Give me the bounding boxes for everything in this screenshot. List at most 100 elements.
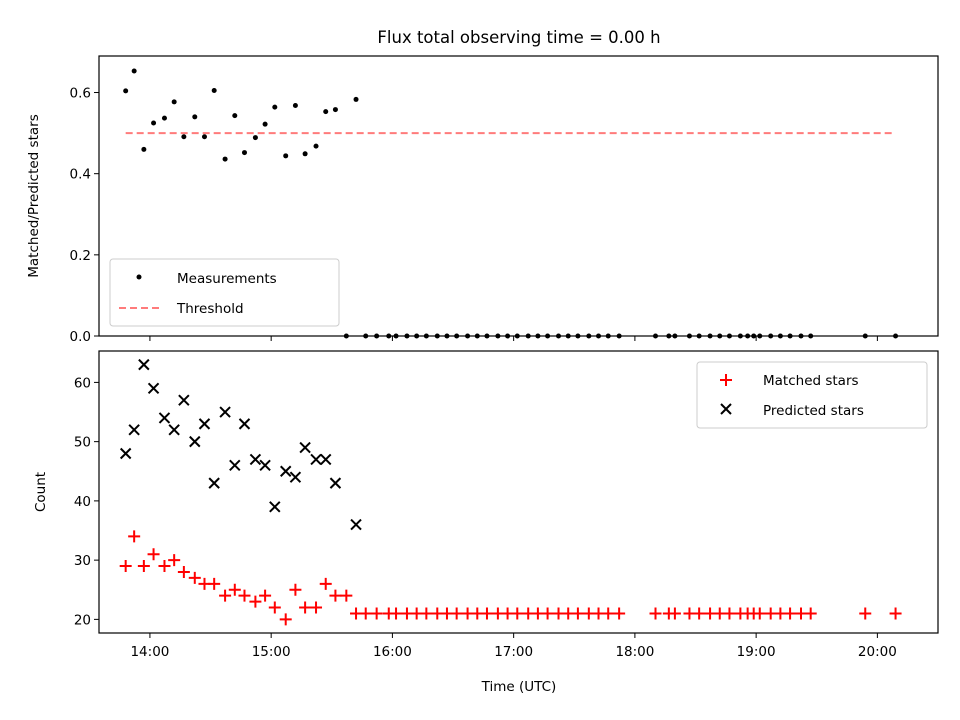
matched-star-point bbox=[259, 589, 272, 602]
measurement-point bbox=[222, 156, 228, 162]
measurement-point bbox=[313, 143, 319, 149]
bottom-marks bbox=[119, 358, 902, 626]
matched-star-point bbox=[158, 560, 171, 573]
bottom-legend-box bbox=[696, 361, 928, 429]
measurement-point bbox=[745, 333, 751, 339]
top-legend-box bbox=[109, 258, 340, 327]
bottom-x-tick-label: 14:00 bbox=[130, 644, 169, 660]
predicted-star-point bbox=[219, 406, 231, 418]
matched-star-point bbox=[329, 589, 342, 602]
matched-star-point bbox=[208, 577, 221, 590]
matched-star-point bbox=[480, 607, 493, 620]
top-y-axis-label: Matched/Predicted stars bbox=[26, 114, 42, 277]
matched-star-point bbox=[804, 607, 817, 620]
matched-star-point bbox=[238, 589, 251, 602]
predicted-star-point bbox=[350, 518, 362, 531]
matched-star-point bbox=[279, 613, 292, 626]
measurement-point bbox=[386, 333, 392, 339]
matched-star-point bbox=[147, 548, 160, 561]
legend-predicted-marker bbox=[720, 403, 732, 415]
predicted-star-point bbox=[259, 459, 271, 472]
x-axis-label: Time (UTC) bbox=[481, 679, 557, 695]
measurement-point bbox=[596, 333, 602, 339]
measurement-point bbox=[696, 333, 702, 339]
measurement-point bbox=[374, 333, 380, 339]
measurement-point bbox=[283, 153, 289, 159]
matched-star-point bbox=[889, 607, 902, 620]
bottom-panel: Count Time (UTC) 20 30 40 50 60 14:00 15:00 16… bbox=[33, 350, 939, 695]
predicted-star-point bbox=[269, 501, 281, 513]
measurement-point bbox=[241, 150, 247, 156]
measurement-point bbox=[363, 333, 369, 339]
bottom-plot-frame bbox=[98, 350, 939, 634]
bottom-x-tick-label: 20:00 bbox=[858, 644, 897, 660]
measurement-point bbox=[131, 68, 137, 74]
measurement-point bbox=[434, 333, 440, 339]
top-panel: Matched/Predicted stars 0.0 0.2 0.4 0.6 Mea… bbox=[26, 55, 939, 345]
bottom-x-tick-label: 16:00 bbox=[373, 644, 412, 660]
measurement-point bbox=[862, 333, 868, 339]
measurement-point bbox=[535, 333, 541, 339]
bottom-legend: Matched stars Predicted stars bbox=[696, 361, 928, 429]
legend-threshold-label: Threshold bbox=[176, 301, 244, 317]
bottom-x-tick-label: 17:00 bbox=[494, 644, 533, 660]
measurement-point bbox=[808, 333, 814, 339]
predicted-star-point bbox=[178, 394, 190, 406]
bottom-x-tick-label: 15:00 bbox=[252, 644, 291, 660]
matched-star-point bbox=[571, 607, 584, 620]
measurement-point bbox=[192, 114, 198, 120]
predicted-star-point bbox=[198, 418, 211, 430]
measurement-point bbox=[575, 333, 581, 339]
measurement-point bbox=[201, 134, 207, 140]
bottom-y-tick-label: 40 bbox=[74, 494, 91, 510]
predicted-star-point bbox=[249, 453, 262, 466]
measurement-point bbox=[768, 333, 774, 339]
matched-star-point bbox=[128, 530, 141, 543]
predicted-star-point bbox=[208, 477, 220, 489]
measurement-point bbox=[262, 121, 268, 127]
matched-star-point bbox=[541, 607, 554, 620]
bottom-y-tick-label: 60 bbox=[74, 375, 91, 391]
predicted-star-point bbox=[310, 453, 322, 466]
measurement-point bbox=[525, 333, 531, 339]
legend-matched-marker bbox=[720, 374, 732, 386]
matched-star-point bbox=[137, 560, 150, 573]
matched-star-point bbox=[359, 607, 372, 620]
predicted-star-point bbox=[299, 441, 311, 454]
legend-matched-label: Matched stars bbox=[763, 373, 859, 389]
matched-star-point bbox=[188, 571, 201, 584]
measurement-point bbox=[404, 333, 410, 339]
chart-title: Flux total observing time = 0.00 h bbox=[377, 28, 660, 47]
measurement-point bbox=[252, 135, 258, 141]
predicted-star-point bbox=[320, 453, 332, 466]
matched-star-point bbox=[649, 607, 662, 620]
matched-star-point bbox=[668, 607, 681, 620]
top-y-tick-label: 0.4 bbox=[70, 167, 91, 183]
matched-star-point bbox=[420, 607, 433, 620]
top-y-tick-label: 0.6 bbox=[70, 86, 91, 102]
predicted-star-point bbox=[229, 459, 241, 472]
predicted-star-point bbox=[238, 418, 251, 430]
matched-star-point bbox=[753, 607, 766, 620]
matched-star-point bbox=[859, 607, 872, 620]
measurement-point bbox=[556, 333, 562, 339]
measurement-point bbox=[505, 333, 511, 339]
matched-star-point bbox=[119, 560, 132, 573]
matched-star-point bbox=[249, 595, 262, 608]
matched-star-point bbox=[177, 565, 190, 578]
measurement-point bbox=[565, 333, 571, 339]
matched-star-point bbox=[219, 589, 232, 602]
matched-star-point bbox=[268, 601, 281, 614]
measurement-point bbox=[171, 99, 177, 105]
measurement-point bbox=[302, 151, 308, 157]
measurement-point bbox=[717, 333, 723, 339]
measurement-point bbox=[161, 115, 167, 121]
bottom-x-ticks: 14:00 15:00 16:00 17:00 18:00 19:00 20:00 bbox=[130, 633, 897, 660]
top-x-ticks bbox=[149, 336, 878, 341]
measurement-point bbox=[751, 333, 757, 339]
measurement-point bbox=[141, 146, 147, 152]
measurement-point bbox=[893, 333, 899, 339]
measurement-point bbox=[514, 333, 520, 339]
predicted-star-point bbox=[280, 465, 292, 477]
